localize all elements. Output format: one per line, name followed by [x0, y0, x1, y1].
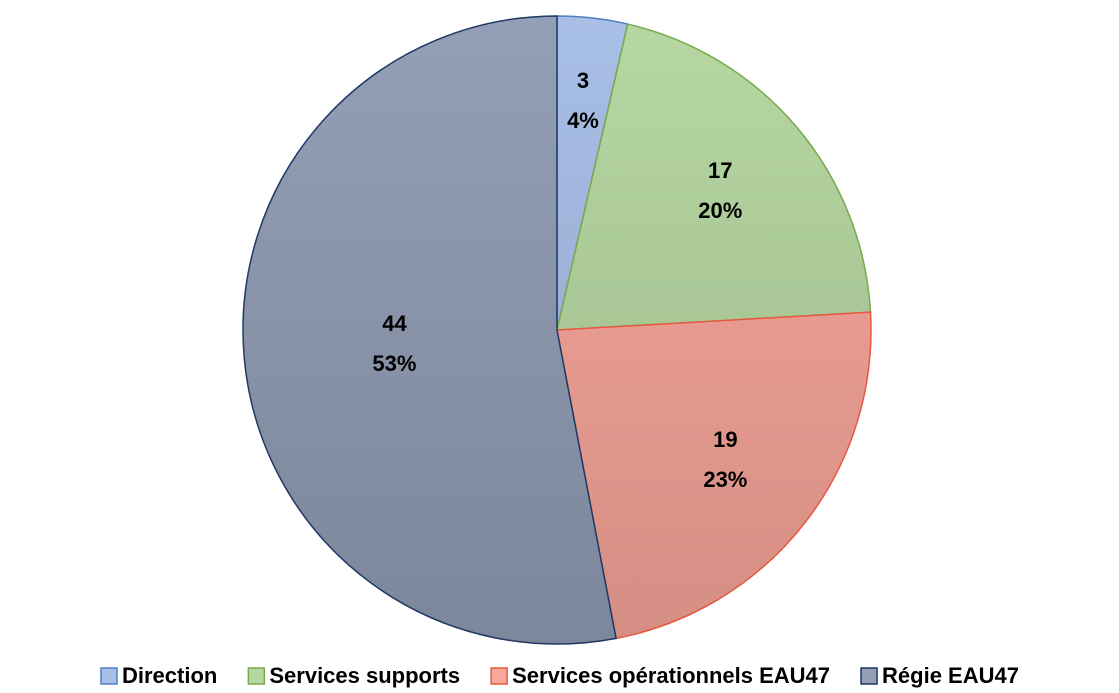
data-label: 44 [382, 311, 407, 336]
percent-label: 53% [372, 351, 416, 376]
pie-slice [242, 15, 617, 645]
data-label: 17 [708, 158, 732, 183]
legend-label: Régie EAU47 [882, 663, 1019, 688]
percent-label: 23% [703, 467, 747, 492]
pie-slice [556, 311, 872, 640]
data-label: 3 [577, 68, 589, 93]
pie-slice [556, 23, 872, 331]
data-label: 19 [713, 427, 737, 452]
legend-swatch [100, 667, 118, 685]
percent-label: 20% [698, 198, 742, 223]
legend-label: Services supports [269, 663, 460, 688]
percent-label: 4% [567, 108, 599, 133]
legend-swatch [490, 667, 508, 685]
legend-label: Services opérationnels EAU47 [512, 663, 830, 688]
legend-label: Direction [122, 663, 217, 688]
legend-swatch [860, 667, 878, 685]
legend-swatch [247, 667, 266, 685]
